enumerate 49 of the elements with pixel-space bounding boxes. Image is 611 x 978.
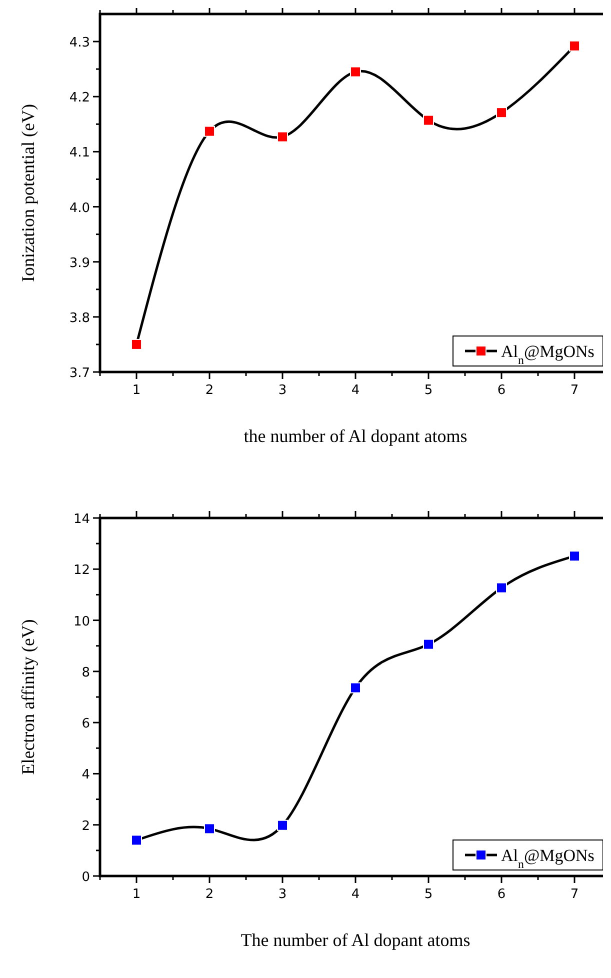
point bbox=[350, 682, 361, 694]
y-tick-label: 3.9 bbox=[69, 256, 90, 271]
legend-label: Al$_{n}$@MgONs bbox=[501, 342, 594, 367]
y-axis-title: Ionization potential (eV) bbox=[18, 104, 38, 282]
x-tick-label: 6 bbox=[497, 383, 506, 398]
y-tick-label: 4.2 bbox=[69, 90, 90, 106]
y-tick-label: 4.1 bbox=[69, 146, 90, 161]
point bbox=[569, 40, 580, 52]
point bbox=[204, 126, 215, 137]
y-tick-label: 4 bbox=[82, 768, 90, 783]
x-tick-label: 1 bbox=[132, 887, 141, 902]
point bbox=[131, 338, 142, 350]
x-axis-title: the number of Al dopant atoms bbox=[244, 426, 468, 446]
point bbox=[423, 638, 434, 650]
point bbox=[569, 550, 580, 562]
x-tick-label: 6 bbox=[497, 887, 506, 902]
x-tick-label: 5 bbox=[424, 887, 433, 902]
point bbox=[277, 820, 288, 831]
point bbox=[350, 66, 361, 78]
y-tick-label: 3.7 bbox=[69, 366, 90, 381]
point bbox=[496, 582, 507, 594]
point bbox=[131, 834, 142, 846]
x-tick-label: 7 bbox=[570, 887, 579, 902]
y-tick-label: 4.0 bbox=[69, 200, 90, 216]
x-tick-label: 5 bbox=[424, 383, 433, 398]
x-tick-label: 2 bbox=[205, 383, 214, 398]
legend-label: Al$_{n}$@MgONs bbox=[501, 846, 594, 871]
y-tick-label: 10 bbox=[73, 614, 90, 630]
y-tick-label: 0 bbox=[82, 870, 90, 885]
y-tick-label: 4.3 bbox=[69, 36, 90, 51]
point bbox=[423, 114, 434, 126]
x-tick-label: 4 bbox=[351, 887, 360, 902]
y-tick-label: 6 bbox=[82, 716, 90, 732]
x-axis-title: The number of Al dopant atoms bbox=[240, 930, 470, 950]
point bbox=[204, 823, 215, 834]
y-tick-label: 3.8 bbox=[69, 310, 90, 326]
y-tick-label: 14 bbox=[73, 512, 90, 527]
y-tick-label: 2 bbox=[82, 818, 90, 834]
y-tick-label: 8 bbox=[82, 665, 90, 680]
x-tick-label: 3 bbox=[278, 887, 287, 902]
x-tick-label: 1 bbox=[132, 383, 141, 398]
x-tick-label: 2 bbox=[205, 887, 214, 902]
x-tick-label: 3 bbox=[278, 383, 287, 398]
y-tick-label: 12 bbox=[73, 563, 90, 578]
y-axis-title: Electron affinity (eV) bbox=[18, 619, 38, 775]
x-tick-label: 7 bbox=[570, 383, 579, 398]
point bbox=[277, 131, 288, 142]
x-tick-label: 4 bbox=[351, 383, 360, 398]
point bbox=[496, 107, 507, 118]
